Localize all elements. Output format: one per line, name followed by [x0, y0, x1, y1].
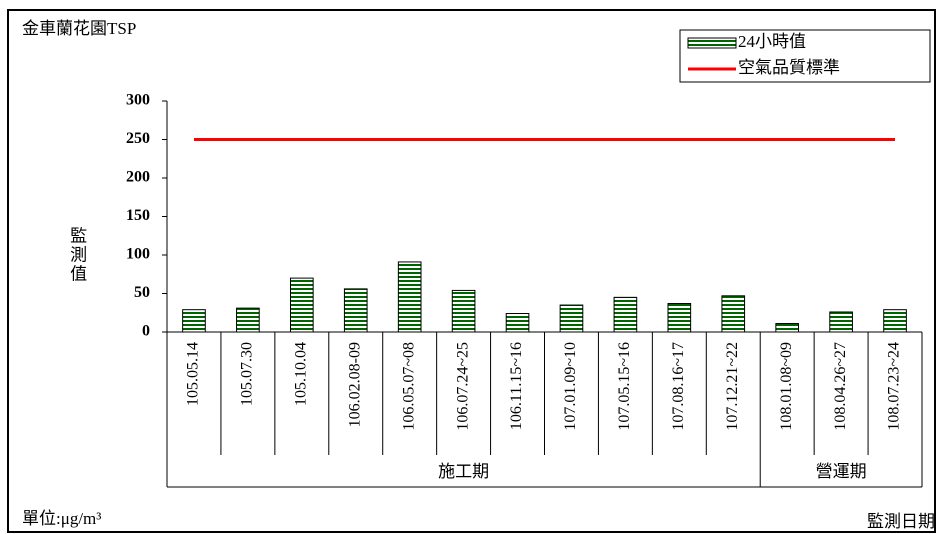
- x-axis-label: 監測日期: [867, 512, 935, 531]
- x-tick-label: 105.05.14: [185, 342, 202, 406]
- y-tick-label: 150: [126, 207, 150, 224]
- x-tick-label: 108.07.23~24: [886, 342, 903, 431]
- x-tick-label: 107.05.15~16: [616, 342, 633, 431]
- bar: [236, 307, 260, 333]
- bar: [182, 309, 206, 333]
- x-tick-label: 108.01.08~09: [778, 342, 795, 431]
- bar: [451, 289, 476, 333]
- x-tick-label: 106.11.15~16: [508, 342, 525, 430]
- x-tick-label: 106.05.07~08: [400, 342, 417, 431]
- x-tick-label: 107.12.21~22: [724, 342, 741, 431]
- legend-label: 空氣品質標準: [738, 58, 840, 77]
- y-tick-label: 0: [142, 323, 150, 340]
- bar: [883, 309, 907, 333]
- y-tick-label: 250: [126, 130, 150, 147]
- group-label: 施工期: [438, 462, 489, 481]
- bar: [829, 311, 853, 333]
- bar: [667, 303, 692, 333]
- legend-swatch: [687, 37, 737, 49]
- y-axis-label: 監測值: [67, 226, 87, 283]
- bar: [397, 261, 422, 333]
- x-tick-label: 107.01.09~10: [562, 342, 579, 431]
- bar: [289, 277, 314, 333]
- x-tick-label: 107.08.16~17: [670, 342, 687, 431]
- group-label: 營運期: [816, 462, 867, 481]
- x-tick-label: 106.02.08-09: [346, 342, 363, 427]
- y-tick-label: 100: [126, 246, 150, 263]
- bar: [505, 313, 530, 333]
- y-tick-label: 200: [126, 169, 150, 186]
- bar: [559, 304, 584, 333]
- x-tick-label: 105.10.04: [292, 342, 309, 406]
- legend-label: 24小時值: [738, 32, 806, 51]
- chart-title: 金車蘭花園TSP: [22, 19, 136, 38]
- y-tick-label: 300: [126, 92, 150, 109]
- bar: [613, 296, 638, 333]
- frame: [7, 9, 936, 533]
- x-tick-label: 108.04.26~27: [832, 342, 849, 431]
- y-tick-label: 50: [134, 284, 150, 301]
- bar: [721, 295, 746, 333]
- x-tick-label: 106.07.24~25: [454, 342, 471, 431]
- bar: [775, 323, 800, 333]
- unit-label: 單位:μg/m³: [22, 509, 101, 528]
- bar: [343, 288, 368, 333]
- x-tick-label: 105.07.30: [239, 342, 256, 406]
